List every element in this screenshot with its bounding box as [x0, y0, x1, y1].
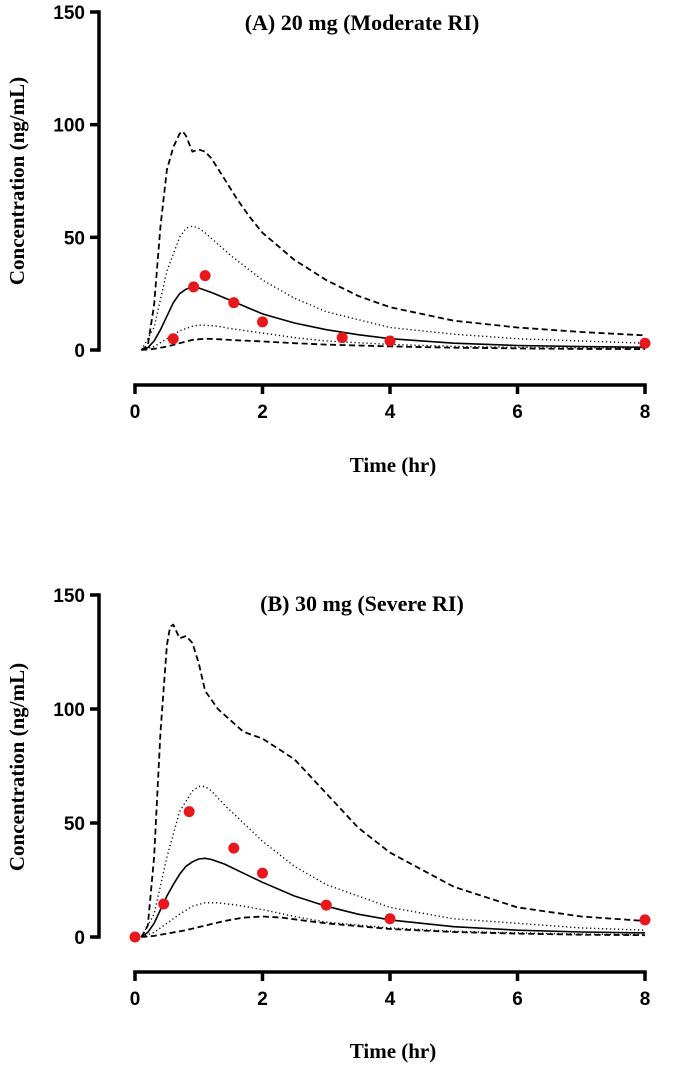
- y-tick-label-a-100: 100: [53, 116, 85, 137]
- x-tick-label-a-8: 8: [640, 402, 651, 423]
- x-tick-label-b-6: 6: [512, 989, 523, 1010]
- y-ticks-b: 0 50 100 150: [53, 586, 99, 949]
- y-axis-title-a: Concentration (ng/mL): [5, 77, 29, 285]
- y-tick-label-a-150: 150: [53, 3, 85, 24]
- observed-points-a: [167, 270, 651, 349]
- chart-title-a: (A) 20 mg (Moderate RI): [245, 10, 480, 35]
- y-tick-label-a-50: 50: [64, 228, 85, 249]
- x-tick-label-a-0: 0: [130, 402, 141, 423]
- observed-point-b-8: [639, 914, 651, 926]
- observed-point-a-1: [167, 333, 179, 345]
- y-tick-label-b-50: 50: [64, 814, 85, 835]
- y-tick-label-b-0: 0: [74, 928, 85, 949]
- x-tick-label-a-2: 2: [257, 402, 268, 423]
- series-line-a-upper-90: [140, 225, 646, 351]
- x-tick-label-a-4: 4: [385, 402, 396, 423]
- observed-point-b-5: [257, 867, 268, 879]
- x-tick-label-b-8: 8: [640, 989, 651, 1010]
- series-line-b-median: [140, 857, 646, 938]
- series-line-a-lower-95: [141, 337, 646, 351]
- chart-panel-b: (B) 30 mg (Severe RI) 0 50 100 150 0 2 4 6 8 Co…: [5, 586, 651, 1063]
- series-line-a-upper-95: [140, 130, 646, 351]
- y-axis-title-b: Concentration (ng/mL): [5, 663, 29, 871]
- observed-point-b-4: [228, 842, 240, 854]
- observed-point-b-1: [129, 931, 141, 943]
- observed-points-b: [129, 806, 651, 943]
- x-tick-label-b-2: 2: [257, 989, 268, 1010]
- observed-point-a-4: [228, 297, 240, 309]
- x-ticks-b: 0 2 4 6 8: [130, 972, 651, 1010]
- observed-point-b-2: [158, 898, 170, 910]
- observed-point-a-3: [199, 270, 211, 282]
- y-tick-label-a-0: 0: [74, 341, 85, 362]
- y-tick-label-b-100: 100: [53, 700, 85, 721]
- observed-point-a-7: [384, 335, 396, 347]
- observed-point-b-7: [384, 913, 396, 925]
- series-line-a-median: [141, 286, 646, 351]
- x-tick-label-b-4: 4: [385, 989, 396, 1010]
- series-group-a: [140, 130, 646, 351]
- observed-point-b-3: [183, 806, 195, 818]
- observed-point-a-8: [639, 337, 651, 349]
- x-tick-label-b-0: 0: [130, 989, 141, 1010]
- series-line-a-lower-90: [141, 324, 646, 351]
- series-line-b-lower-95: [141, 915, 646, 938]
- observed-point-a-6: [336, 332, 348, 344]
- y-tick-label-b-150: 150: [53, 586, 85, 607]
- x-ticks-a: 0 2 4 6 8: [130, 385, 651, 423]
- x-tick-label-a-6: 6: [512, 402, 523, 423]
- series-group-b: [140, 623, 646, 938]
- x-axis-title-b: Time (hr): [350, 1039, 437, 1063]
- observed-point-a-5: [257, 316, 268, 328]
- y-ticks-a: 0 50 100 150: [53, 3, 99, 362]
- series-line-b-lower-90: [141, 902, 646, 938]
- observed-point-a-2: [188, 281, 200, 293]
- x-axis-title-a: Time (hr): [350, 453, 437, 477]
- chart-title-b: (B) 30 mg (Severe RI): [260, 591, 464, 616]
- observed-point-b-6: [320, 899, 332, 911]
- series-line-b-upper-95: [140, 623, 646, 938]
